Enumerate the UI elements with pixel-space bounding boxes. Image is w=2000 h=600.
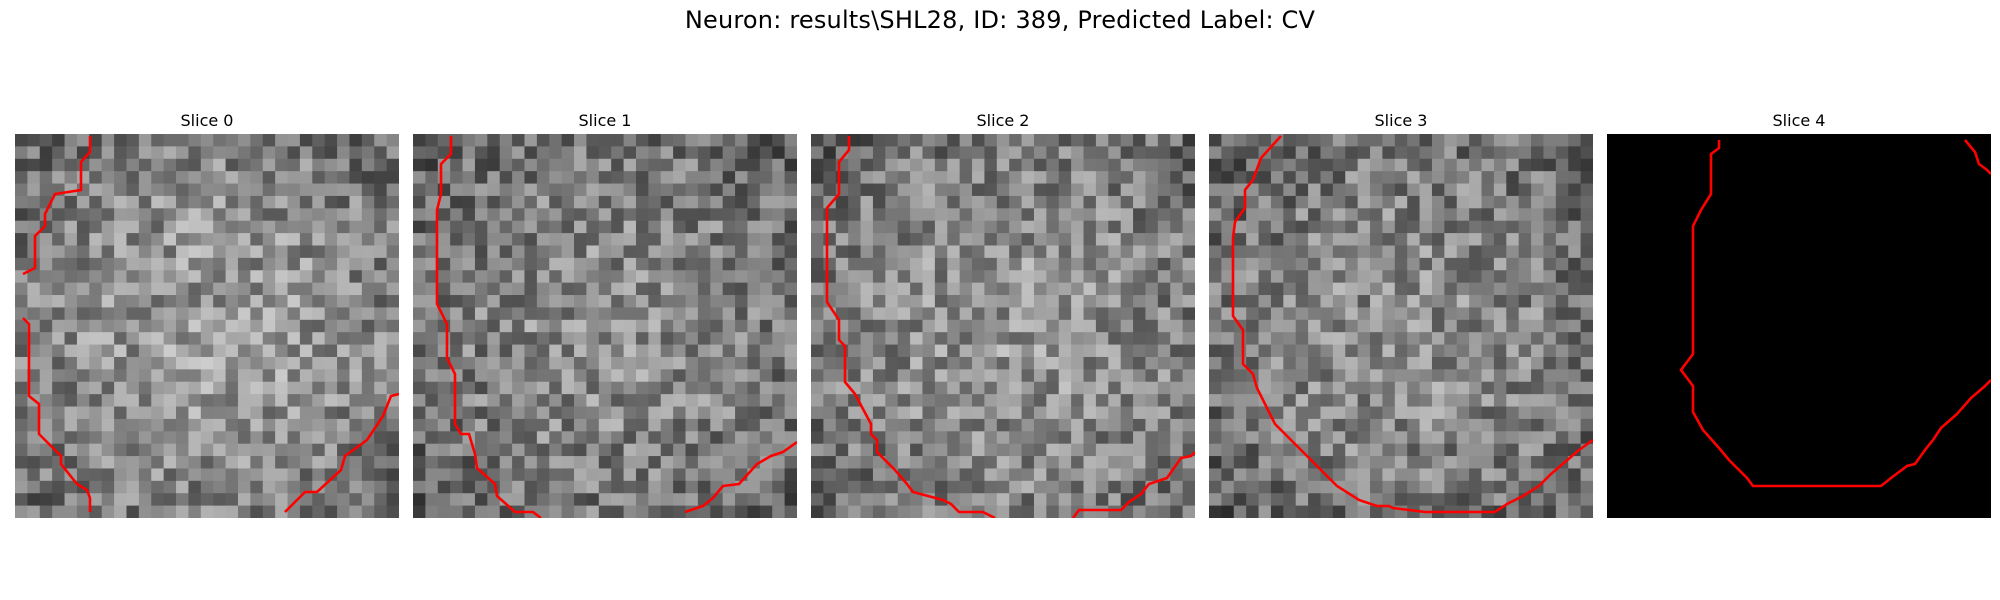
slice-title: Slice 0 (180, 111, 234, 130)
contour-line (1231, 135, 1593, 514)
slice-image-3 (1209, 134, 1593, 518)
slice-title: Slice 4 (1772, 111, 1826, 130)
slice-panel-0: Slice 0 (15, 108, 399, 518)
slice-panel-2: Slice 2 (811, 108, 1195, 518)
slice-image-4 (1607, 134, 1991, 518)
contour-line (22, 317, 92, 512)
contour-line (684, 440, 797, 514)
slice-title: Slice 1 (578, 111, 632, 130)
contour-line (1679, 140, 1991, 488)
slice-title: Slice 2 (976, 111, 1030, 130)
contour-line (435, 136, 542, 518)
contour-line (825, 136, 996, 518)
slice-panel-3: Slice 3 (1209, 108, 1593, 518)
slice-title: Slice 3 (1374, 111, 1428, 130)
contour-line (22, 136, 92, 276)
contour-line (1071, 451, 1195, 518)
contour-line (284, 392, 399, 513)
slice-panel-1: Slice 1 (413, 108, 797, 518)
slice-panel-4: Slice 4 (1607, 108, 1991, 518)
contour-line (1964, 139, 1991, 175)
slice-image-2 (811, 134, 1195, 518)
figure-title: Neuron: results\SHL28, ID: 389, Predicte… (684, 6, 1316, 34)
slice-image-0 (15, 134, 399, 518)
slice-image-1 (413, 134, 797, 518)
